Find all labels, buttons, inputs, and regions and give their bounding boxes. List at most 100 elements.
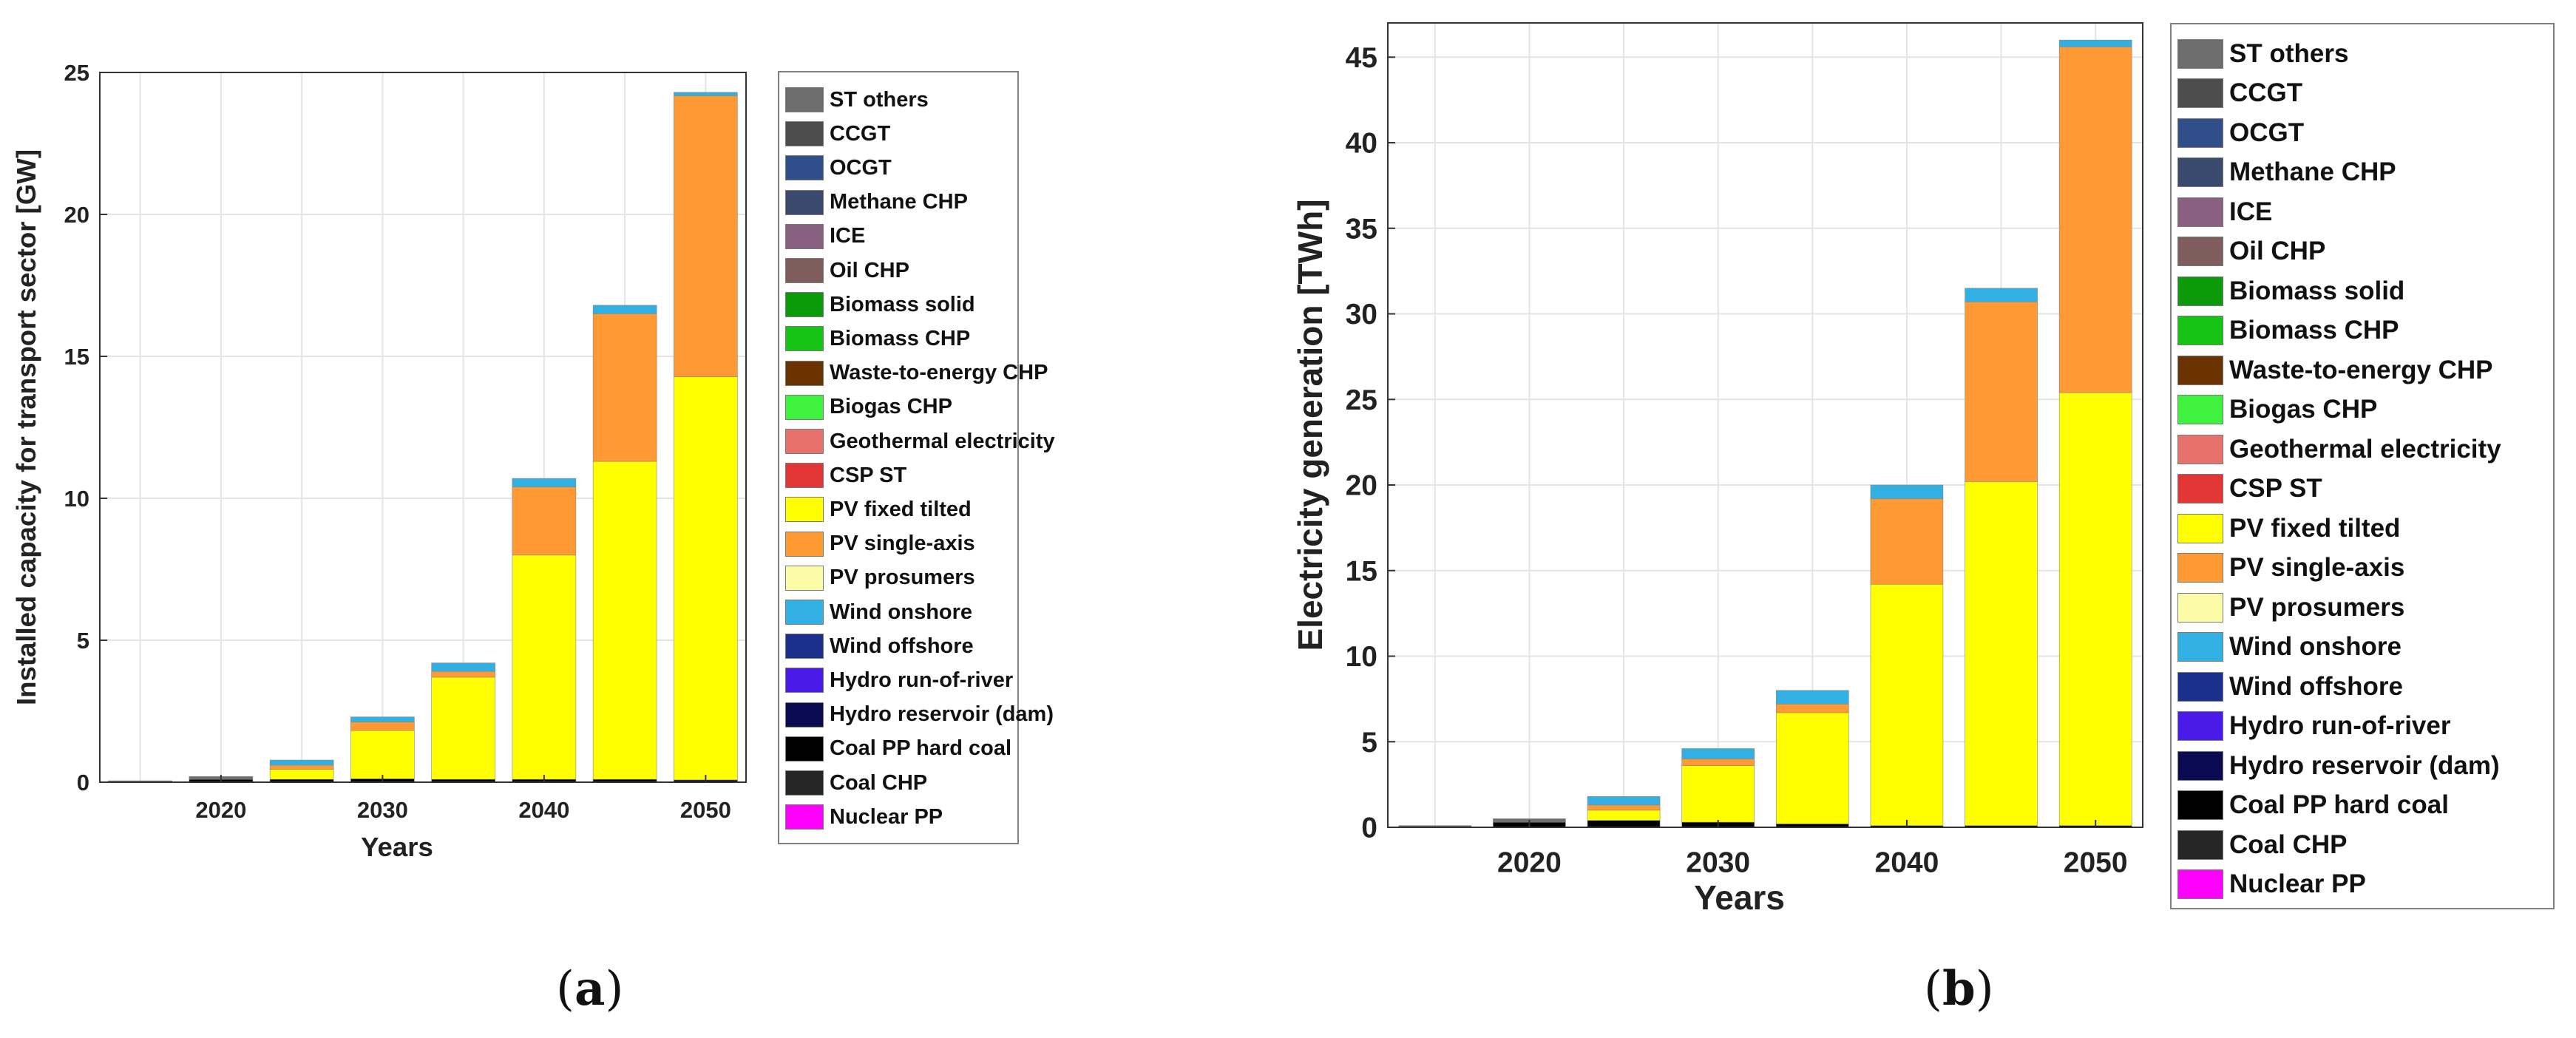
legend-label-b: Biomass CHP [2229,316,2399,345]
legend-item-b: Biogas CHP [2177,390,2377,430]
legend-swatch-a [785,668,824,693]
legend-label-a: Hydro reservoir (dam) [830,702,1054,727]
legend-swatch-a [785,804,824,830]
legend-item-b: Hydro reservoir (dam) [2177,746,2500,786]
legend-label-b: ST others [2229,38,2349,68]
bar-segment-b-2035-pv-fixed-tilted [1776,712,1849,824]
legend-swatch-a [785,360,824,386]
legend-item-a: Coal PP hard coal [785,732,1011,766]
legend-label-a: Coal CHP [830,770,928,795]
legend-item-b: CCGT [2177,74,2302,114]
legend-item-a: OCGT [785,151,892,185]
legend-label-a: Geothermal electricity [830,429,1055,453]
legend-item-b: Waste-to-energy CHP [2177,350,2493,390]
bar-segment-b-2040-pv-single-axis [1870,498,1944,585]
legend-item-a: PV prosumers [785,561,975,595]
y-tick-label-b: 45 [1346,42,1377,74]
bar-segment-b-2030-pv-fixed-tilted [1681,765,1755,823]
legend-label-b: Biogas CHP [2229,395,2378,424]
legend-label-a: Hydro run-of-river [830,668,1014,692]
legend-item-b: Oil CHP [2177,232,2325,272]
legend-item-b: Biomass CHP [2177,311,2399,351]
legend-swatch-a [785,292,824,318]
legend-item-b: Hydro run-of-river [2177,707,2450,747]
bar-segment-b-2035-wind-onshore [1776,690,1849,705]
x-tick-label-a: 2030 [357,797,408,823]
legend-item-a: Geothermal electricity [785,424,1055,458]
bar-segment-a-2045-pv-fixed-tilted [592,461,657,780]
legend-item-a: PV single-axis [785,527,975,561]
legend-b: ST others CCGT OCGT Methane CHP ICE Oil CHP Bi… [2170,23,2555,909]
bar-segment-b-2040-pv-fixed-tilted [1870,583,1944,826]
legend-label-b: CSP ST [2229,474,2322,503]
legend-item-a: Coal CHP [785,766,927,800]
legend-item-b: Wind onshore [2177,628,2402,668]
legend-label-a: Waste-to-energy CHP [830,361,1048,385]
legend-swatch-a [785,702,824,727]
y-tick-label-a: 25 [64,60,89,86]
legend-item-a: Biomass CHP [785,322,970,356]
legend-label-b: Hydro reservoir (dam) [2229,750,2500,780]
legend-swatch-a [785,634,824,659]
caption-b: (b) [1924,961,1994,1017]
axes-frame-a [99,72,747,783]
plot-area-a: 0 5 10 15 20 25 2020 2030 2040 2050 Years Installed… [11,60,747,862]
legend-swatch-a [785,189,824,215]
y-axis-label-a: Installed capacity for transport sector … [11,149,41,705]
bar-segment-b-2030-wind-onshore [1681,748,1755,759]
legend-item-a: Hydro run-of-river [785,663,1013,697]
y-tick-label-b: 0 [1361,813,1377,844]
y-tick-label-b: 30 [1346,299,1377,330]
legend-swatch-a [785,326,824,352]
legend-item-a: Wind offshore [785,629,974,663]
x-tick-label-a: 2040 [518,797,569,823]
legend-item-b: Biomass solid [2177,271,2404,311]
y-tick-label-b: 10 [1346,641,1377,673]
legend-swatch-b [2177,434,2223,464]
legend-swatch-b [2177,316,2223,346]
caption-a: (a) [556,961,624,1017]
legend-swatch-a [785,736,824,761]
legend-label-a: Biomass solid [830,292,975,316]
x-tick-label-b: 2030 [1686,847,1750,878]
legend-swatch-a [785,223,824,249]
bar-segment-a-2040-pv-fixed-tilted [512,554,577,780]
legend-item-b: OCGT [2177,113,2304,153]
legend-label-a: PV single-axis [830,532,975,556]
legend-label-a: PV fixed tilted [830,497,972,521]
bar-segment-b-2025-wind-onshore [1587,796,1661,806]
legend-label-b: Oil CHP [2229,237,2326,266]
bar-segment-b-2025-pv-single-axis [1587,804,1661,811]
legend-swatch-b [2177,513,2223,543]
x-axis-label-a: Years [361,832,433,862]
bar-segment-b-2025-coal-pp-hard-coal [1587,820,1661,828]
legend-label-b: Nuclear PP [2229,869,2366,899]
y-tick-label-a: 5 [77,628,89,654]
y-tick-label-b: 35 [1346,213,1377,245]
legend-swatch-a [785,394,824,420]
legend-swatch-a [785,600,824,625]
legend-label-a: Biomass CHP [830,326,971,350]
legend-item-a: Waste-to-energy CHP [785,356,1048,390]
legend-label-b: ICE [2229,197,2273,226]
y-tick-label-a: 20 [64,202,89,228]
legend-swatch-a [785,87,824,113]
legend-item-b: CSP ST [2177,469,2322,509]
legend-label-b: OCGT [2229,118,2305,147]
legend-item-b: Methane CHP [2177,153,2396,193]
y-tick-label-a: 10 [64,486,89,512]
legend-item-b: PV prosumers [2177,588,2404,628]
legend-swatch-b [2177,869,2223,900]
chart-a-svg: 0 5 10 15 20 25 2020 2030 2040 2050 Years Installed… [11,60,747,862]
x-tick-label-a: 2020 [195,797,246,823]
legend-swatch-b [2177,750,2223,781]
legend-swatch-a [785,429,824,455]
legend-label-a: Methane CHP [830,190,968,214]
bar-segment-a-2045-pv-single-axis [592,313,657,462]
legend-item-a: Biogas CHP [785,390,952,424]
legend-a: ST others CCGT OCGT Methane CHP ICE Oil CHP Bi… [778,71,1055,844]
plot-area-b: 0 5 10 15 20 25 30 35 40 45 2020 2030 2040 2050 Years E… [1291,22,2143,917]
legend-swatch-b [2177,38,2223,69]
legend-swatch-a [785,565,824,591]
legend-label-a: CSP ST [830,463,907,487]
